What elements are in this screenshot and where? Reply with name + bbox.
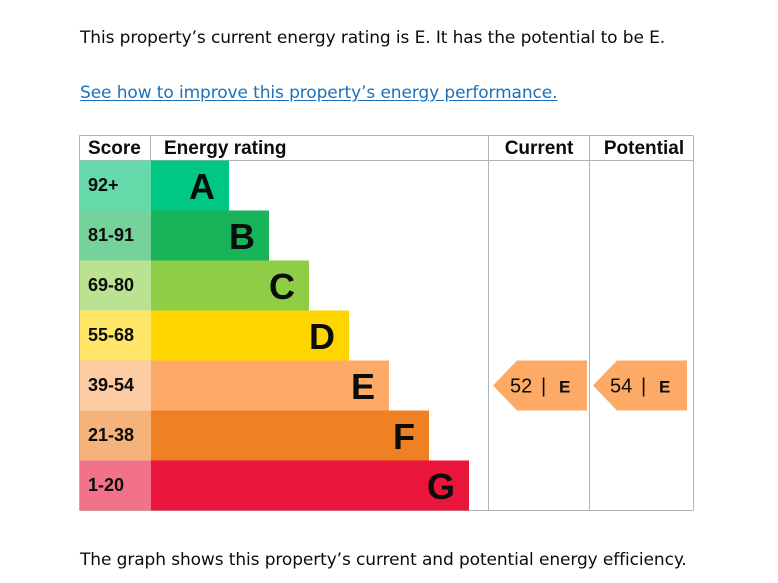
rating-band-d: 55-68 D <box>80 310 349 361</box>
rating-bar <box>151 160 229 211</box>
score-range-label: 39-54 <box>88 375 134 395</box>
rating-band-c: 69-80 C <box>80 260 309 311</box>
rating-separator: | <box>641 376 646 398</box>
rating-letter: F <box>393 416 415 457</box>
graph-description: The graph shows this property’s current … <box>80 550 687 570</box>
rating-band-a: 92+ A <box>80 160 229 211</box>
score-cell <box>80 160 151 211</box>
rating-band-e: 39-54 E <box>80 360 389 411</box>
score-cell <box>80 210 151 261</box>
rating-band-b: 81-91 B <box>80 210 269 261</box>
header-current: Current <box>505 138 574 159</box>
score-cell <box>80 310 151 361</box>
current-rating-marker: 52 | E <box>493 360 587 411</box>
score-cell <box>80 360 151 411</box>
improve-performance-link[interactable]: See how to improve this property’s energ… <box>80 83 558 103</box>
rating-bar <box>151 460 469 511</box>
header-score: Score <box>88 138 141 159</box>
score-cell <box>80 410 151 461</box>
rating-score-value: 54 <box>610 376 632 398</box>
rating-separator: | <box>541 376 546 398</box>
rating-letter: D <box>309 316 335 357</box>
rating-letter: G <box>427 466 455 507</box>
rating-band-g: 1-20 G <box>80 460 469 511</box>
rating-letter: C <box>269 266 295 307</box>
rating-bar <box>151 360 389 411</box>
rating-score-letter: E <box>659 378 670 397</box>
rating-score-letter: E <box>559 378 570 397</box>
score-range-label: 55-68 <box>88 325 134 345</box>
score-range-label: 21-38 <box>88 425 134 445</box>
score-range-label: 1-20 <box>88 475 124 495</box>
rating-arrow <box>493 360 587 411</box>
rating-bar <box>151 410 429 461</box>
rating-bar <box>151 210 269 261</box>
header-energy-rating: Energy rating <box>164 138 286 159</box>
rating-letter: B <box>229 216 255 257</box>
score-range-label: 81-91 <box>88 225 134 245</box>
rating-score-value: 52 <box>510 376 532 398</box>
rating-band-f: 21-38 F <box>80 410 429 461</box>
rating-bar <box>151 310 349 361</box>
rating-summary: This property’s current energy rating is… <box>80 28 666 48</box>
potential-rating-marker: 54 | E <box>593 360 687 411</box>
rating-bar <box>151 260 309 311</box>
rating-letter: E <box>351 366 375 407</box>
score-range-label: 92+ <box>88 175 119 195</box>
rating-letter: A <box>189 166 215 207</box>
header-potential: Potential <box>604 138 684 159</box>
score-cell <box>80 460 151 511</box>
score-cell <box>80 260 151 311</box>
score-range-label: 69-80 <box>88 275 134 295</box>
rating-arrow <box>593 360 687 411</box>
